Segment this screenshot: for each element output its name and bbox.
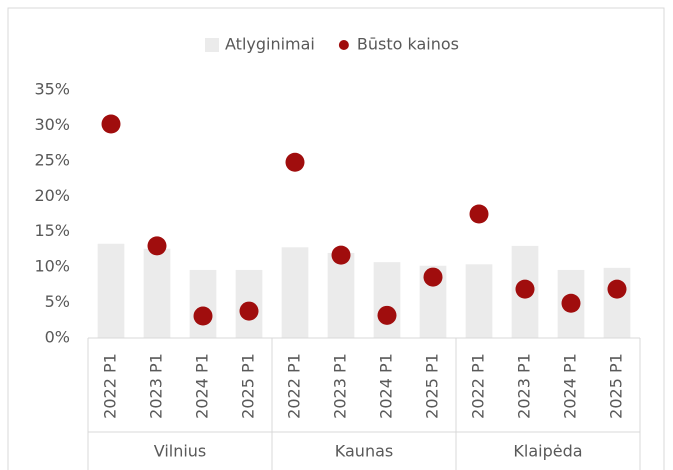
group-label: Vilnius — [154, 442, 207, 461]
y-tick-label: 5% — [45, 292, 70, 311]
bar — [97, 243, 125, 338]
x-tick-label: 2022 P1 — [101, 353, 120, 419]
x-tick-label: 2022 P1 — [469, 353, 488, 419]
y-tick-label: 30% — [34, 115, 70, 134]
bar — [327, 252, 355, 338]
y-tick-label: 25% — [34, 150, 70, 169]
y-tick-label: 35% — [34, 80, 70, 99]
legend-swatch — [205, 38, 219, 52]
bar — [189, 269, 217, 338]
x-tick-label: 2025 P1 — [239, 353, 258, 419]
x-tick-label: 2025 P1 — [607, 353, 626, 419]
dot — [377, 305, 397, 325]
x-tick-label: 2023 P1 — [515, 353, 534, 419]
bar — [143, 248, 171, 338]
x-tick-label: 2024 P1 — [561, 353, 580, 419]
dot — [101, 114, 121, 134]
x-tick-label: 2025 P1 — [423, 353, 442, 419]
bar — [465, 264, 493, 338]
dot — [469, 204, 489, 224]
chart-frame — [7, 7, 665, 470]
dot — [515, 279, 535, 299]
group-label: Kaunas — [335, 442, 393, 461]
dot — [147, 236, 167, 256]
dot — [239, 301, 259, 321]
legend-swatch — [338, 40, 349, 50]
bar — [373, 262, 401, 338]
group-label: Klaipėda — [513, 442, 582, 461]
y-tick-label: 15% — [34, 221, 70, 240]
x-tick-label: 2023 P1 — [331, 353, 350, 419]
legend-label: Būsto kainos — [357, 35, 459, 54]
legend-label: Atlyginimai — [225, 35, 315, 54]
y-tick-label: 10% — [34, 257, 70, 276]
dot — [285, 152, 305, 172]
x-tick-label: 2023 P1 — [147, 353, 166, 419]
dot — [423, 267, 443, 287]
bar — [281, 247, 309, 338]
dot — [193, 306, 213, 326]
y-tick-label: 20% — [34, 186, 70, 205]
bar — [603, 267, 631, 338]
x-tick-label: 2024 P1 — [377, 353, 396, 419]
x-tick-label: 2022 P1 — [285, 353, 304, 419]
dot — [331, 245, 351, 265]
dot — [607, 279, 627, 299]
dot — [561, 293, 581, 313]
x-tick-label: 2024 P1 — [193, 353, 212, 419]
y-tick-label: 0% — [45, 328, 70, 347]
